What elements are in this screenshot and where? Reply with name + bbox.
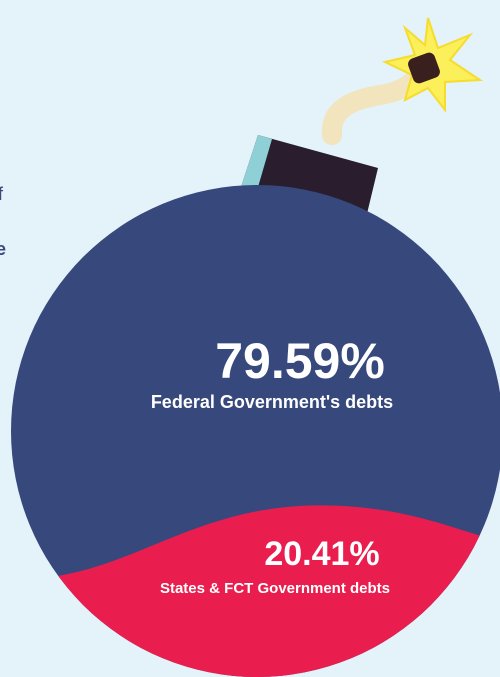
category-label: Federal Government's debts [151,392,393,412]
value-label: 20.41% [264,535,379,573]
value-label: 79.59% [215,333,385,389]
bomb-cap [240,135,378,222]
fuse-tip [408,52,440,84]
side-text: f [0,184,4,204]
side-text: e [0,239,6,259]
cap-shine [240,135,272,194]
category-label: States & FCT Government debts [160,580,390,597]
